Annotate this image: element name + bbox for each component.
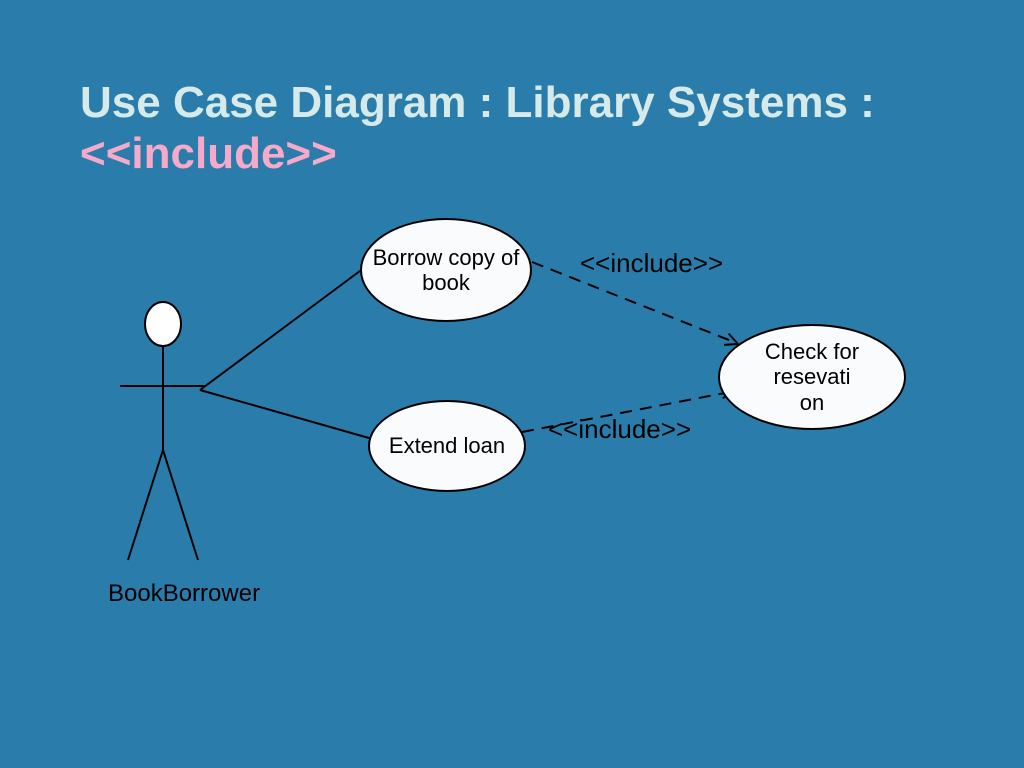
include-label-bottom-text: <<include>> (548, 414, 691, 444)
include-label-top-text: <<include>> (580, 248, 723, 278)
usecase-check-label: Check for resevati on (726, 339, 898, 415)
usecase-borrow-line2: book (422, 270, 470, 295)
use-case-diagram: Borrow copy of book Extend loan Check fo… (0, 0, 1024, 768)
usecase-borrow: Borrow copy of book (360, 218, 532, 322)
include-label-bottom: <<include>> (548, 414, 691, 445)
slide: Use Case Diagram : Library Systems : <<i… (0, 0, 1024, 768)
actor-label: BookBorrower (108, 580, 260, 608)
usecase-borrow-line1: Borrow copy of (373, 245, 520, 270)
actor-label-text: BookBorrower (108, 580, 260, 607)
include-label-top: <<include>> (580, 248, 723, 279)
usecase-check-line1: Check for resevati (765, 339, 859, 389)
usecase-check-line2: on (800, 390, 824, 415)
usecase-extend-label: Extend loan (389, 433, 505, 458)
usecase-check: Check for resevati on (718, 324, 906, 430)
usecase-borrow-label: Borrow copy of book (373, 245, 520, 296)
usecase-extend: Extend loan (368, 400, 526, 492)
